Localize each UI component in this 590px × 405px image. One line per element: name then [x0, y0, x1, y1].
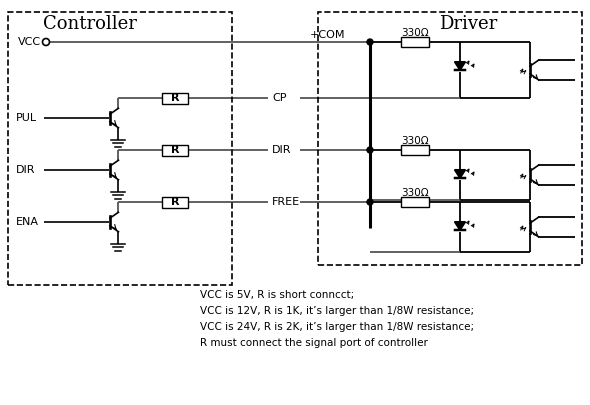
Text: +COM: +COM: [310, 30, 346, 40]
Bar: [401, 197, 429, 207]
Bar: [162, 92, 188, 104]
Text: R: R: [171, 93, 179, 103]
Text: CP: CP: [272, 93, 287, 103]
Bar: [401, 37, 429, 47]
Bar: [318, 12, 582, 265]
Text: DIR: DIR: [16, 165, 35, 175]
Text: R must connect the signal port of controller: R must connect the signal port of contro…: [200, 338, 428, 348]
Polygon shape: [455, 62, 466, 70]
Text: FREE: FREE: [272, 197, 300, 207]
Text: 330Ω: 330Ω: [401, 28, 429, 38]
Text: 330Ω: 330Ω: [401, 188, 429, 198]
Bar: [401, 145, 429, 155]
Text: VCC: VCC: [18, 37, 41, 47]
Circle shape: [367, 199, 373, 205]
Bar: [162, 196, 188, 207]
Polygon shape: [455, 170, 466, 178]
Circle shape: [367, 39, 373, 45]
Bar: [8, 12, 232, 285]
Text: VCC is 5V, R is short conncct;: VCC is 5V, R is short conncct;: [200, 290, 354, 300]
Text: VCC is 24V, R is 2K, it’s larger than 1/8W resistance;: VCC is 24V, R is 2K, it’s larger than 1/…: [200, 322, 474, 332]
Text: ENA: ENA: [16, 217, 39, 227]
Circle shape: [367, 147, 373, 153]
Text: 330Ω: 330Ω: [401, 136, 429, 146]
Text: Driver: Driver: [439, 15, 497, 33]
Text: R: R: [171, 197, 179, 207]
Text: R: R: [171, 145, 179, 155]
Bar: [162, 145, 188, 156]
Text: Controller: Controller: [43, 15, 137, 33]
Text: VCC is 12V, R is 1K, it’s larger than 1/8W resistance;: VCC is 12V, R is 1K, it’s larger than 1/…: [200, 306, 474, 316]
Text: DIR: DIR: [272, 145, 291, 155]
Polygon shape: [455, 222, 466, 230]
Text: PUL: PUL: [16, 113, 37, 123]
